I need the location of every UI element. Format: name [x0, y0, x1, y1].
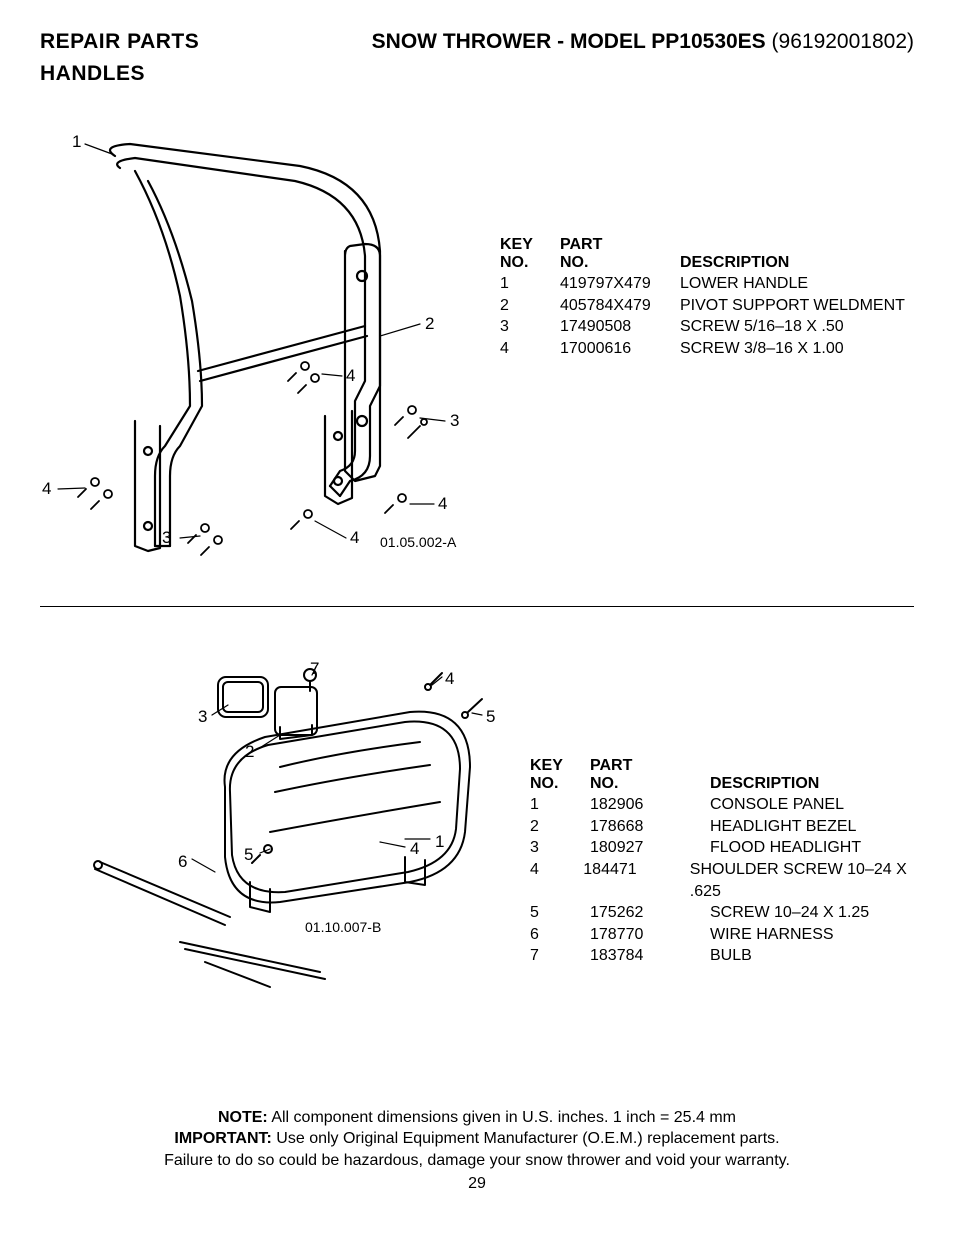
callout: 3 [450, 411, 459, 431]
table-row: 1182906CONSOLE PANEL [530, 794, 914, 816]
diagram-code: 01.05.002-A [380, 534, 456, 550]
cell-part: 178668 [590, 816, 710, 838]
cell-desc: SCREW 3/8–16 X 1.00 [680, 338, 844, 360]
cell-key: 2 [500, 295, 560, 317]
callout: 6 [178, 852, 187, 872]
cell-part: 182906 [590, 794, 710, 816]
callout: 4 [346, 366, 355, 386]
cell-desc: LOWER HANDLE [680, 273, 808, 295]
table-row: 417000616SCREW 3/8–16 X 1.00 [500, 338, 905, 360]
col-part-header: PARTNO. [560, 236, 680, 271]
table-row: 2178668HEADLIGHT BEZEL [530, 816, 914, 838]
header-prefix: SNOW THROWER - MODEL [372, 30, 652, 53]
cell-part: 180927 [590, 837, 710, 859]
model-number: (96192001802) [766, 30, 914, 53]
cell-desc: SCREW 5/16–18 X .50 [680, 316, 844, 338]
cell-part: 405784X479 [560, 295, 680, 317]
cell-desc: SHOULDER SCREW 10–24 X .625 [690, 859, 914, 902]
col-desc-header: DESCRIPTION [710, 775, 819, 793]
cell-key: 3 [500, 316, 560, 338]
col-key-header: KEYNO. [530, 757, 590, 792]
parts-table-2: KEYNO. PARTNO. DESCRIPTION 1182906CONSOL… [530, 757, 914, 967]
callout: 4 [438, 494, 447, 514]
diagram-code: 01.10.007-B [305, 919, 381, 935]
callout: 5 [486, 707, 495, 727]
callout: 4 [410, 839, 419, 859]
callout: 7 [310, 659, 319, 679]
cell-part: 183784 [590, 945, 710, 967]
cell-key: 1 [500, 273, 560, 295]
page-number: 29 [0, 1173, 954, 1195]
cell-desc: PIVOT SUPPORT WELDMENT [680, 295, 905, 317]
table-row: 1419797X479LOWER HANDLE [500, 273, 905, 295]
handle-drawing [40, 126, 470, 566]
cell-desc: FLOOD HEADLIGHT [710, 837, 861, 859]
important-label: IMPORTANT: [174, 1130, 271, 1147]
callout: 3 [162, 528, 171, 548]
callout: 4 [350, 528, 359, 548]
section-divider [40, 606, 914, 607]
note-label: NOTE: [218, 1109, 268, 1126]
cell-key: 1 [530, 794, 590, 816]
table-row: 2405784X479 PIVOT SUPPORT WELDMENT [500, 295, 905, 317]
cell-key: 3 [530, 837, 590, 859]
cell-key: 4 [500, 338, 560, 360]
model: PP10530ES [651, 30, 765, 53]
subheader: HANDLES [40, 62, 914, 86]
table-row: 7183784BULB [530, 945, 914, 967]
cell-part: 175262 [590, 902, 710, 924]
diagram-handles: 1 2 4 3 4 4 3 4 01.05.002-A [40, 126, 470, 566]
cell-part: 419797X479 [560, 273, 680, 295]
callout: 3 [198, 707, 207, 727]
important-text: Use only Original Equipment Manufacturer… [272, 1130, 780, 1147]
cell-key: 6 [530, 924, 590, 946]
callout: 2 [245, 742, 254, 762]
col-key-header: KEYNO. [500, 236, 560, 271]
callout: 5 [244, 845, 253, 865]
col-part-header: PARTNO. [590, 757, 710, 792]
cell-desc: SCREW 10–24 X 1.25 [710, 902, 869, 924]
footer: NOTE: All component dimensions given in … [0, 1107, 954, 1195]
col-desc-header: DESCRIPTION [680, 254, 789, 272]
cell-desc: WIRE HARNESS [710, 924, 834, 946]
callout: 2 [425, 314, 434, 334]
cell-key: 2 [530, 816, 590, 838]
cell-key: 7 [530, 945, 590, 967]
table-row: 3180927FLOOD HEADLIGHT [530, 837, 914, 859]
cell-part: 184471 [583, 859, 690, 902]
console-drawing [70, 657, 500, 997]
cell-part: 17490508 [560, 316, 680, 338]
callout: 1 [435, 832, 444, 852]
cell-part: 178770 [590, 924, 710, 946]
section-console: 7 4 3 5 2 1 4 5 6 01.10.007-B KEYNO. PAR… [40, 657, 914, 997]
callout: 4 [445, 669, 454, 689]
cell-desc: BULB [710, 945, 752, 967]
diagram-console: 7 4 3 5 2 1 4 5 6 01.10.007-B [70, 657, 500, 997]
header-right: SNOW THROWER - MODEL PP10530ES (96192001… [372, 30, 914, 54]
table-row: 5175262SCREW 10–24 X 1.25 [530, 902, 914, 924]
table-row: 317490508SCREW 5/16–18 X .50 [500, 316, 905, 338]
callout: 1 [72, 132, 81, 152]
callout: 4 [42, 479, 51, 499]
header-left: REPAIR PARTS [40, 30, 199, 54]
cell-desc: CONSOLE PANEL [710, 794, 844, 816]
cell-key: 5 [530, 902, 590, 924]
section-handles: 1 2 4 3 4 4 3 4 01.05.002-A KEYNO. PARTN… [40, 126, 914, 566]
footer-line3: Failure to do so could be hazardous, dam… [0, 1150, 954, 1172]
cell-key: 4 [530, 859, 583, 902]
table-row: 4184471SHOULDER SCREW 10–24 X .625 [530, 859, 914, 902]
parts-table-1: KEYNO. PARTNO. DESCRIPTION 1419797X479LO… [500, 236, 905, 360]
table-row: 6178770WIRE HARNESS [530, 924, 914, 946]
cell-desc: HEADLIGHT BEZEL [710, 816, 856, 838]
note-text: All component dimensions given in U.S. i… [268, 1109, 736, 1126]
cell-part: 17000616 [560, 338, 680, 360]
page-header: REPAIR PARTS SNOW THROWER - MODEL PP1053… [40, 30, 914, 54]
